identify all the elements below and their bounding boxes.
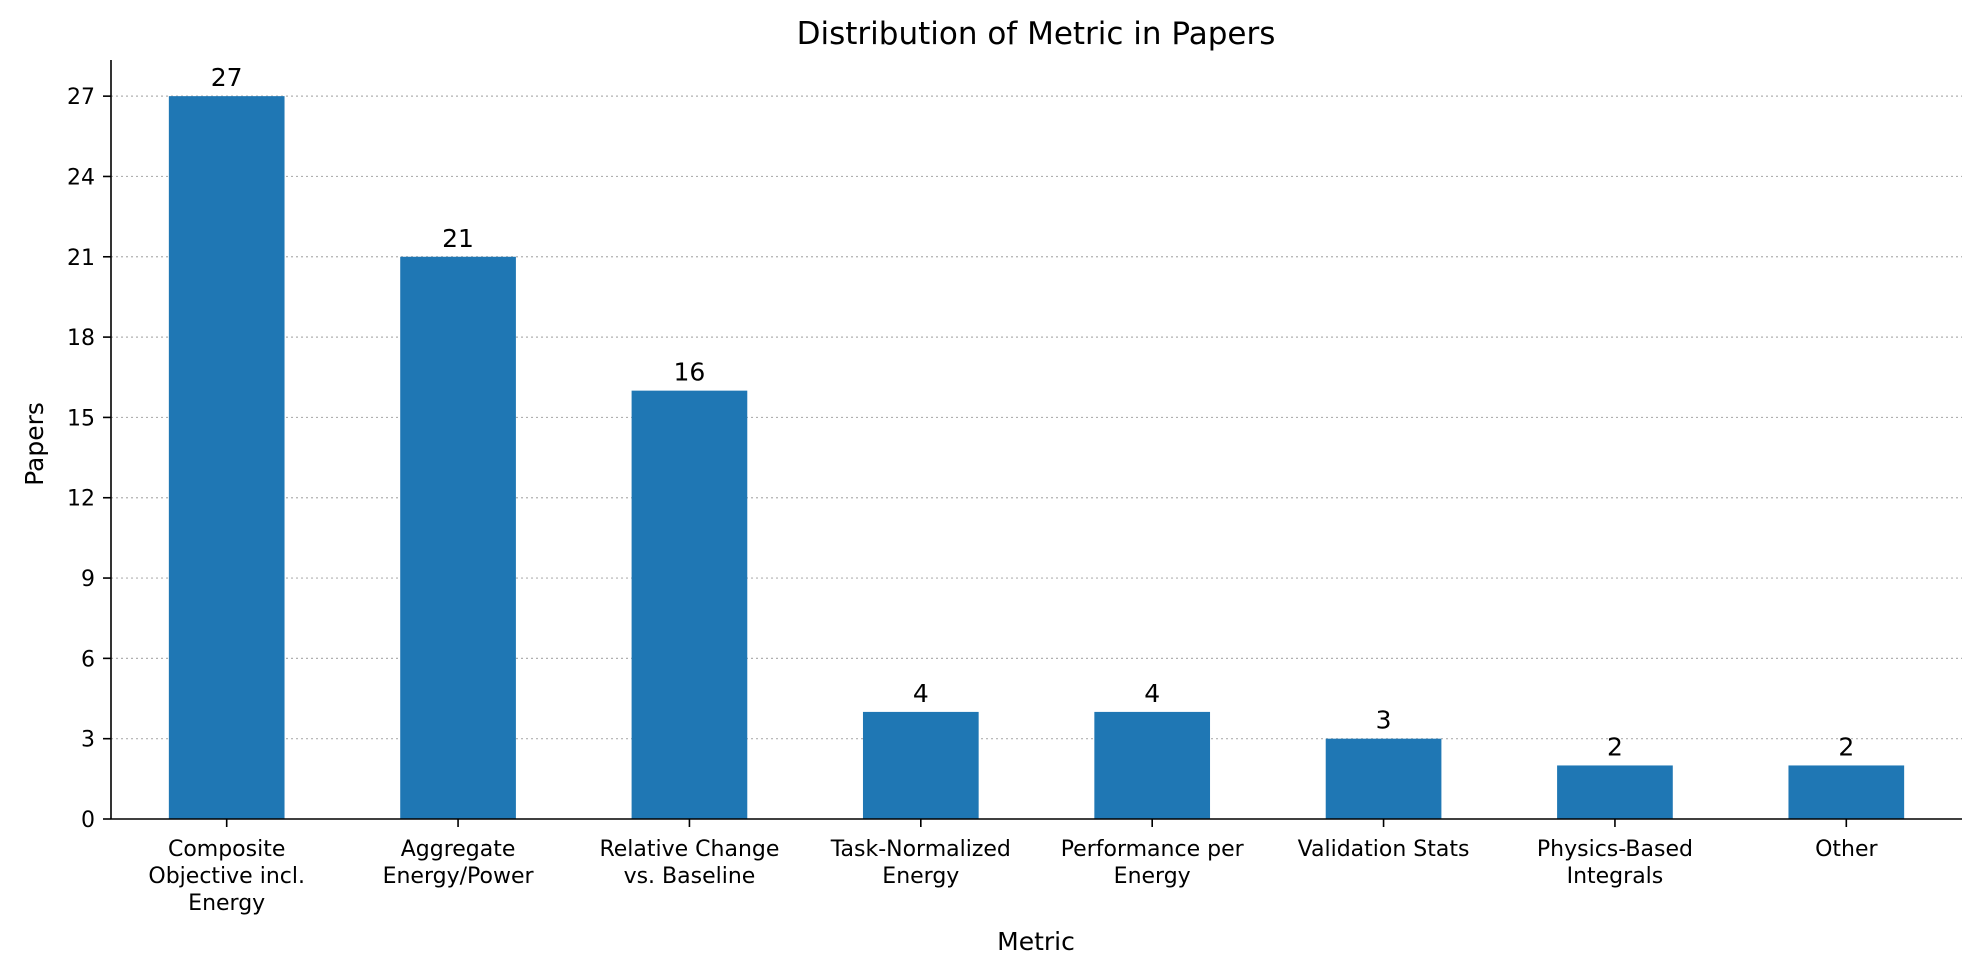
data-label-7: 2	[1838, 732, 1854, 761]
x-tick-label-0: Composite Objective incl. Energy	[148, 837, 305, 916]
y-tick-label-24: 24	[67, 165, 95, 190]
x-tick-label-2: Relative Change vs. Baseline	[599, 837, 779, 889]
x-tick-label-1: Aggregate Energy/Power	[383, 837, 535, 889]
y-tick-label-18: 18	[67, 326, 95, 351]
bar-2	[631, 390, 748, 819]
x-tick-label-6: Physics-Based Integrals	[1537, 837, 1693, 889]
bar-0	[168, 96, 285, 819]
bar-1	[400, 256, 516, 819]
data-label-0: 27	[211, 63, 243, 92]
bar-5	[1325, 738, 1442, 819]
bars	[168, 96, 1905, 819]
chart-title: Distribution of Metric in Papers	[797, 16, 1276, 52]
y-axis-ticks: 0 3 6 9 12 15 18 21 24 27	[67, 85, 111, 833]
y-tick-label-21: 21	[67, 246, 95, 271]
y-tick-label-0: 0	[81, 808, 95, 833]
x-tick-label-5: Validation Stats	[1298, 837, 1470, 862]
y-tick-label-15: 15	[67, 406, 95, 431]
grid-lines	[111, 95, 1962, 740]
data-label-5: 3	[1376, 706, 1392, 735]
y-tick-label-12: 12	[67, 487, 95, 512]
y-tick-label-6: 6	[81, 647, 95, 672]
bar-7	[1788, 765, 1905, 819]
x-axis-title: Metric	[997, 927, 1075, 956]
data-label-1: 21	[442, 224, 474, 253]
y-axis-title: Papers	[20, 402, 49, 486]
axes	[110, 60, 1962, 820]
data-labels: 27 21 16 4 4 3 2 2	[211, 63, 1854, 761]
y-tick-label-3: 3	[81, 728, 95, 753]
x-tick-label-4: Performance per Energy	[1061, 837, 1245, 889]
bar-6	[1557, 765, 1673, 819]
data-label-3: 4	[913, 679, 929, 708]
data-label-2: 16	[674, 358, 706, 387]
data-label-4: 4	[1144, 679, 1160, 708]
bar-3	[862, 711, 979, 819]
bar-4	[1094, 711, 1211, 819]
x-axis-ticks: Composite Objective incl. Energy Aggregate E…	[148, 819, 1878, 916]
x-tick-label-3: Task-Normalized Energy	[830, 837, 1011, 889]
y-tick-label-27: 27	[67, 85, 95, 110]
data-label-6: 2	[1607, 732, 1623, 761]
x-tick-label-7: Other	[1815, 837, 1878, 862]
y-tick-label-9: 9	[81, 567, 95, 592]
